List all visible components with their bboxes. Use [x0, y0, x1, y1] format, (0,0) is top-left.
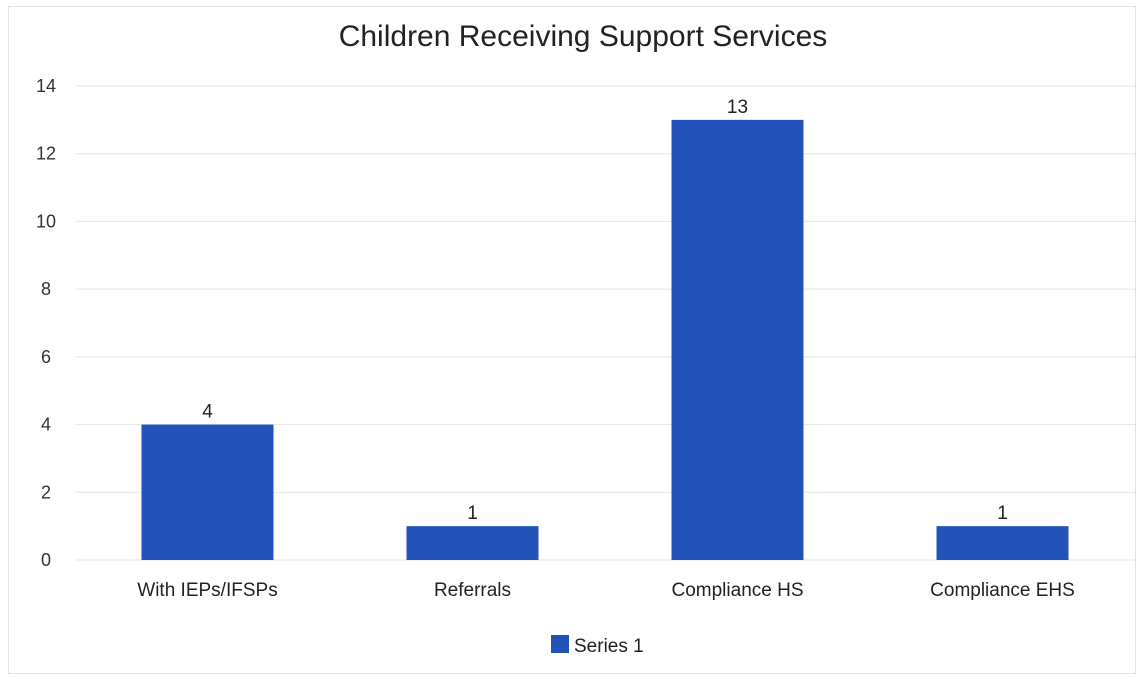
bar-2: [406, 526, 539, 560]
chart-title: Children Receiving Support Services: [339, 20, 828, 53]
y-tick-label: 4: [41, 415, 51, 435]
y-tick-label: 6: [41, 347, 51, 367]
y-tick-label: 8: [41, 279, 51, 299]
data-label-1: 4: [202, 402, 213, 423]
category-label-2: Referrals: [434, 580, 511, 601]
legend-swatch-series-1: [551, 635, 569, 653]
category-label-4: Compliance EHS: [930, 580, 1075, 601]
y-tick-label: 10: [36, 211, 56, 231]
data-labels: 4 1 13 1: [202, 97, 1008, 524]
bar-4: [936, 526, 1069, 560]
bars: [141, 119, 1069, 560]
legend-label-series-1: Series 1: [574, 636, 644, 657]
data-label-3: 13: [727, 97, 748, 118]
bar-3: [671, 119, 804, 560]
x-axis-categories: With IEPs/IFSPs Referrals Compliance HS Com…: [137, 580, 1075, 601]
legend: Series 1: [551, 635, 644, 657]
y-tick-label: 2: [41, 482, 51, 502]
chart-frame: [8, 6, 1136, 674]
bar-1: [141, 424, 274, 560]
data-label-4: 1: [997, 503, 1008, 524]
y-tick-label: 14: [36, 76, 56, 96]
data-label-2: 1: [467, 503, 478, 524]
y-tick-label: 12: [36, 144, 56, 164]
category-label-1: With IEPs/IFSPs: [137, 580, 277, 601]
y-tick-label: 0: [41, 550, 51, 570]
y-axis-ticks: 0 2 4 6 8 10 12 14: [36, 76, 56, 570]
category-label-3: Compliance HS: [672, 580, 804, 601]
